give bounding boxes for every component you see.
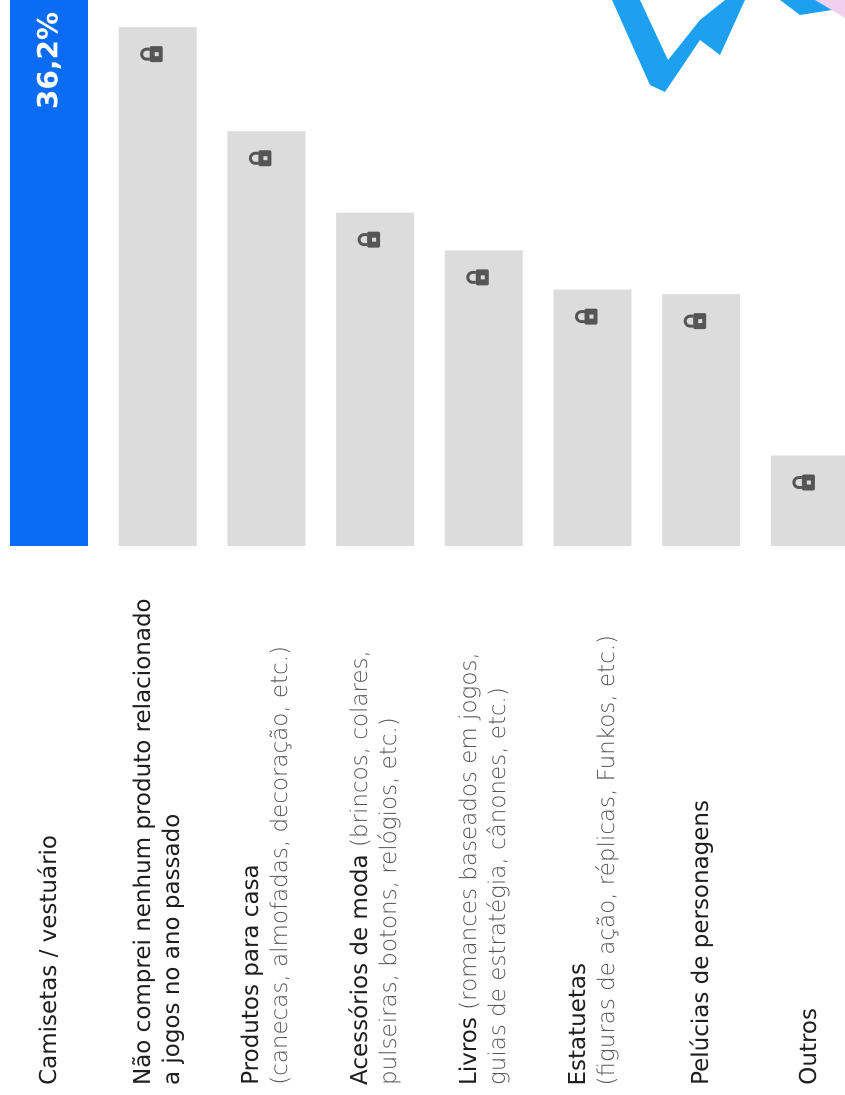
bar (662, 294, 741, 546)
category-note: (figuras de ação, réplicas, Funkos, etc.… (593, 634, 620, 1086)
lock-icon (466, 269, 489, 286)
lock-shackle (575, 310, 585, 324)
lock-icon (140, 46, 163, 63)
category-name: Camisetas / vestuário (35, 835, 62, 1085)
bar (770, 455, 845, 546)
lock-icon (683, 313, 707, 330)
category-name: Estatuetas (564, 962, 591, 1085)
bar (553, 289, 632, 546)
lock-shackle (140, 47, 150, 61)
lock-hole (372, 237, 377, 242)
bar (336, 212, 415, 546)
lock-icon (357, 231, 381, 248)
bar (118, 27, 197, 547)
category-label: Produtos para casa (canecas, almofadas, … (237, 646, 295, 1085)
lock-hole (589, 314, 594, 319)
category-label: Pelúcias de personagens (687, 800, 716, 1085)
category-name: Livros (455, 1017, 482, 1085)
category-name: Produtos para casa (238, 864, 265, 1085)
bar (444, 250, 523, 547)
lock-icon (575, 308, 598, 325)
decoration (612, 0, 845, 92)
category-label: Livros (romances baseados em jogos, guia… (455, 585, 513, 1085)
category-name: Outros (796, 1008, 823, 1085)
lock-shackle (248, 151, 259, 165)
lock-shackle (683, 314, 694, 328)
lock-hole (698, 319, 703, 324)
value-label: 36,2% (31, 12, 64, 109)
bar (10, 0, 88, 546)
category-label: Acessórios de moda (brincos, colares, pu… (346, 585, 404, 1085)
lock-shackle (792, 476, 802, 490)
lock-hole (480, 275, 485, 280)
lock-hole (263, 156, 268, 161)
lock-hole (806, 480, 811, 485)
category-label: Estatuetas (figuras de ação, réplicas, F… (564, 635, 622, 1086)
category-name: Acessórios de moda (347, 854, 374, 1085)
category-label: Outros (795, 1008, 824, 1085)
lock-icon (248, 150, 272, 167)
lock-icon (792, 474, 815, 491)
category-label: Não comprei nenhum produto relacionado a… (129, 585, 187, 1085)
lock-shackle (466, 270, 476, 284)
category-name: Pelúcias de personagens (687, 800, 714, 1085)
category-name: Não comprei nenhum produto relacionado a… (129, 598, 185, 1085)
bar (227, 131, 306, 546)
lock-hole (154, 52, 159, 57)
category-label: Camisetas / vestuário (35, 835, 64, 1085)
category-note: (canecas, almofadas, decoração, etc.) (267, 646, 294, 1085)
lock-shackle (357, 233, 368, 247)
